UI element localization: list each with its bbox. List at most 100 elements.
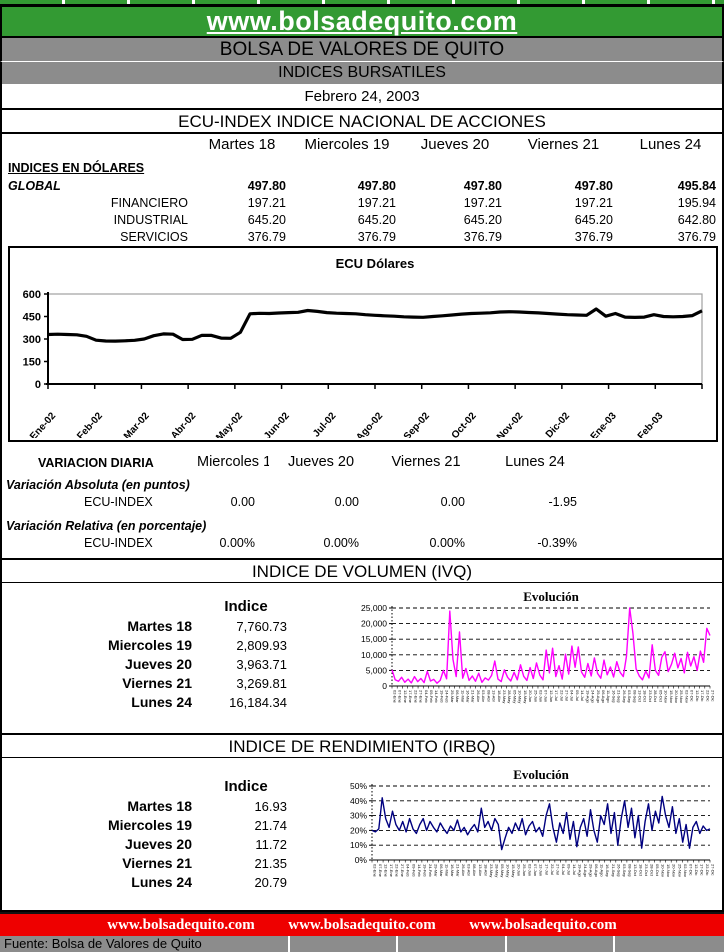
svg-text:30%: 30% — [350, 811, 367, 821]
variacion-column-header: Lunes 24 — [505, 454, 565, 470]
svg-text:17-Dic: 17-Dic — [699, 864, 704, 876]
banner-url-link[interactable]: www.bolsadequito.com — [206, 6, 518, 36]
index-value: 197.21 — [247, 196, 286, 210]
svg-text:26-Sep: 26-Sep — [622, 690, 627, 704]
variacion-column-header: Jueves 20 — [287, 454, 355, 470]
svg-text:13-Abr: 13-Abr — [492, 690, 497, 703]
report-body: ECU-INDEX INDICE NACIONAL DE ACCIONES Ma… — [0, 108, 724, 912]
svg-text:Sep-02: Sep-02 — [402, 410, 432, 438]
svg-text:09-Jul: 09-Jul — [575, 690, 580, 701]
mini-row-value: 3,963.71 — [236, 657, 287, 672]
svg-text:15,000: 15,000 — [361, 634, 387, 644]
index-value: 645.20 — [247, 213, 286, 227]
index-value: 197.21 — [357, 196, 396, 210]
mini-row-value: 21.35 — [254, 856, 287, 871]
svg-text:17-Ene: 17-Ene — [389, 864, 394, 878]
svg-text:08-Abr: 08-Abr — [472, 864, 477, 877]
variacion-table-header: VARIACION DIARIA Miercoles 19 Jueves 20 Vie… — [2, 454, 622, 473]
svg-text:18-Oct: 18-Oct — [638, 864, 643, 877]
svg-text:Nov-02: Nov-02 — [495, 410, 526, 438]
mini-row-value: 20.79 — [254, 875, 287, 890]
svg-text:24-Ago: 24-Ago — [591, 690, 596, 704]
svg-text:19-Ago: 19-Ago — [578, 864, 583, 878]
site-banner: www.bolsadequito.com — [0, 5, 724, 38]
footer-url-link-3[interactable]: www.bolsadequito.com — [469, 917, 617, 933]
indices-dolares-label: INDICES EN DÓLARES — [8, 161, 145, 175]
svg-text:25-Jun: 25-Jun — [522, 864, 527, 876]
mini-row-label: Lunes 24 — [131, 694, 192, 710]
svg-text:21-Mar: 21-Mar — [471, 690, 476, 703]
svg-text:02-Ene: 02-Ene — [393, 690, 398, 704]
svg-text:10-May: 10-May — [518, 690, 523, 703]
svg-text:Oct-02: Oct-02 — [450, 410, 479, 438]
svg-text:03-Abr: 03-Abr — [481, 690, 486, 703]
irbq-table: Indice Martes 18 16.93 Miercoles 19 21.74 Jue… — [2, 778, 290, 892]
svg-text:23-Oct: 23-Oct — [648, 690, 653, 703]
svg-text:27-Ene: 27-Ene — [419, 690, 424, 704]
footer-url-link-1[interactable]: www.bolsadequito.com — [107, 917, 255, 933]
svg-text:16-Mar: 16-Mar — [450, 864, 455, 877]
svg-text:20-Nov: 20-Nov — [672, 864, 677, 877]
svg-text:20,000: 20,000 — [361, 619, 387, 629]
svg-text:18-Abr: 18-Abr — [497, 690, 502, 703]
svg-text:05-Oct: 05-Oct — [658, 690, 663, 703]
svg-text:06-Ago: 06-Ago — [601, 690, 606, 704]
footer-url-bar: www.bolsadequito.com www.bolsadequito.co… — [0, 912, 724, 936]
svg-text:150: 150 — [23, 357, 41, 369]
svg-text:04-Feb: 04-Feb — [406, 864, 411, 877]
mini-row-label: Martes 18 — [127, 798, 192, 814]
svg-text:20-Jun: 20-Jun — [517, 864, 522, 876]
svg-text:Jun-02: Jun-02 — [262, 410, 292, 438]
svg-text:13-Oct: 13-Oct — [633, 864, 638, 877]
index-column-header: Jueves 20 — [420, 136, 490, 153]
index-value: 376.79 — [574, 230, 613, 244]
index-value: 376.79 — [357, 230, 396, 244]
svg-text:10,000: 10,000 — [361, 650, 387, 660]
svg-text:16-Sep: 16-Sep — [605, 864, 610, 878]
variacion-value: 0.00% — [323, 536, 359, 550]
svg-text:04-Jul: 04-Jul — [570, 690, 575, 701]
svg-text:Feb-03: Feb-03 — [636, 410, 666, 438]
svg-text:0: 0 — [35, 379, 41, 391]
svg-text:06-Mar: 06-Mar — [439, 864, 444, 877]
index-value: 645.20 — [463, 213, 502, 227]
svg-text:Dic-02: Dic-02 — [544, 410, 573, 438]
svg-text:07-Dic: 07-Dic — [690, 690, 695, 702]
svg-text:17-Jul: 17-Jul — [554, 690, 559, 701]
report-date-row: Febrero 24, 2003 — [0, 84, 724, 108]
ecu-index-section-title: ECU-INDEX INDICE NACIONAL DE ACCIONES — [2, 110, 722, 134]
svg-text:13-Abr: 13-Abr — [478, 864, 483, 877]
svg-text:09-Jul: 09-Jul — [566, 864, 571, 875]
footer-url-link-2[interactable]: www.bolsadequito.com — [288, 917, 436, 933]
svg-text:25-Nov: 25-Nov — [679, 690, 684, 703]
svg-text:02-Nov: 02-Nov — [683, 864, 688, 877]
index-row-label: SERVICIOS — [120, 230, 188, 244]
svg-text:27-Dic: 27-Dic — [711, 690, 716, 702]
svg-text:06-Mar: 06-Mar — [455, 690, 460, 703]
variacion-value: 0.00 — [230, 495, 255, 509]
svg-text:09-Feb: 09-Feb — [429, 690, 434, 703]
svg-text:21-Sep: 21-Sep — [611, 864, 616, 878]
svg-text:02-Ene: 02-Ene — [373, 864, 378, 878]
svg-text:07-Ene: 07-Ene — [398, 690, 403, 704]
index-value: 376.79 — [247, 230, 286, 244]
index-value: 497.80 — [247, 179, 286, 193]
mini-row-value: 16.93 — [254, 799, 287, 814]
svg-text:25-Jun: 25-Jun — [533, 690, 538, 702]
svg-text:04-Feb: 04-Feb — [424, 690, 429, 703]
svg-text:04-Jul: 04-Jul — [561, 864, 566, 875]
svg-text:10%: 10% — [350, 840, 367, 850]
svg-text:05-May: 05-May — [500, 864, 505, 877]
svg-text:22-Jul: 22-Jul — [550, 864, 555, 875]
svg-text:40%: 40% — [350, 796, 367, 806]
svg-text:27-Dic: 27-Dic — [711, 864, 716, 876]
svg-text:23-May: 23-May — [489, 864, 494, 877]
mini-row-label: Jueves 20 — [125, 836, 192, 852]
svg-text:11-Mar: 11-Mar — [445, 864, 450, 877]
svg-text:27-Jul: 27-Jul — [565, 690, 570, 701]
index-value: 497.80 — [357, 179, 396, 193]
svg-text:15-Nov: 15-Nov — [669, 690, 674, 703]
svg-text:24-Feb: 24-Feb — [445, 690, 450, 703]
index-header-spacer — [2, 136, 192, 153]
svg-text:Ene-02: Ene-02 — [28, 410, 58, 438]
